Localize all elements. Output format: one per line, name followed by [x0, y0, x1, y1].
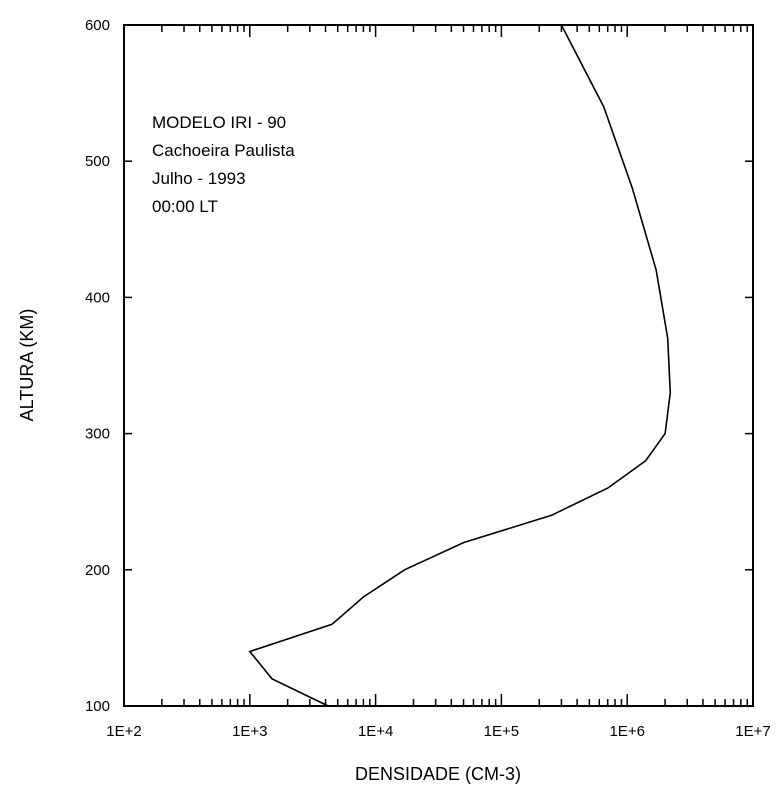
y-tick-label: 400 — [85, 289, 110, 306]
plot-frame — [123, 24, 754, 707]
axis-ticks — [123, 24, 754, 707]
y-tick-label: 100 — [85, 698, 110, 715]
x-tick-label: 1E+2 — [106, 723, 141, 740]
x-tick-label: 1E+6 — [609, 723, 644, 740]
y-tick-labels: 100 200 300 400 500 600 — [85, 17, 110, 715]
annotation-line: MODELO IRI - 90 — [152, 113, 286, 132]
x-tick-label: 1E+3 — [232, 723, 267, 740]
y-tick-label: 300 — [85, 426, 110, 443]
x-tick-label: 1E+7 — [735, 723, 770, 740]
x-axis-title: DENSIDADE (CM-3) — [355, 764, 521, 784]
y-tick-label: 600 — [85, 17, 110, 34]
density-profile-line — [248, 24, 672, 707]
annotation-line: Cachoeira Paulista — [152, 141, 295, 160]
y-tick-label: 500 — [85, 153, 110, 170]
annotation-line: Julho - 1993 — [152, 169, 246, 188]
annotation-block: MODELO IRI - 90 Cachoeira Paulista Julho… — [152, 113, 295, 216]
x-tick-labels: 1E+2 1E+3 1E+4 1E+5 1E+6 1E+7 — [106, 723, 770, 740]
y-tick-label: 200 — [85, 562, 110, 579]
y-axis-title: ALTURA (KM) — [17, 309, 37, 422]
annotation-line: 00:00 LT — [152, 197, 218, 216]
x-tick-label: 1E+4 — [358, 723, 393, 740]
x-tick-label: 1E+5 — [484, 723, 519, 740]
